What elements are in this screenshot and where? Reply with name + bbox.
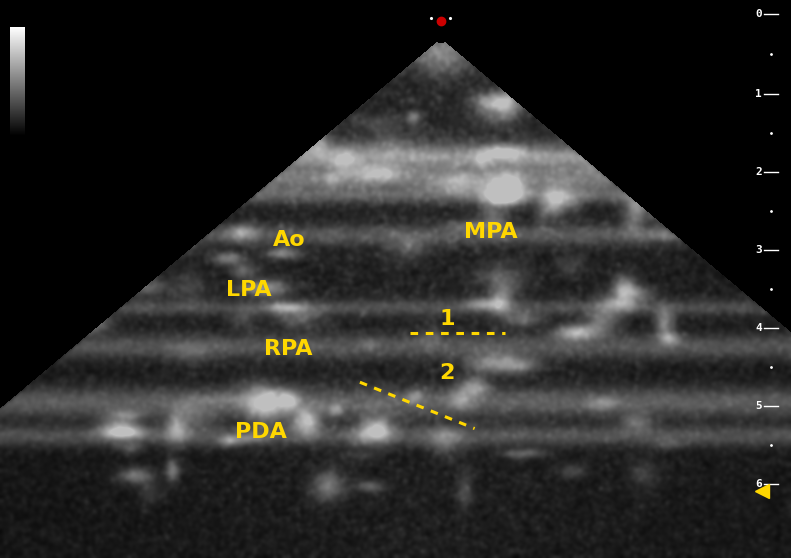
Text: 1: 1 bbox=[439, 309, 455, 329]
Text: 2: 2 bbox=[755, 167, 762, 177]
Text: PDA: PDA bbox=[235, 422, 287, 442]
Text: 6: 6 bbox=[755, 479, 762, 489]
Text: 4: 4 bbox=[755, 323, 762, 333]
Text: 3: 3 bbox=[755, 245, 762, 255]
Text: 1: 1 bbox=[755, 89, 762, 99]
Text: 5: 5 bbox=[755, 401, 762, 411]
Text: MPA: MPA bbox=[464, 222, 517, 242]
Text: 0: 0 bbox=[755, 9, 762, 19]
Text: RPA: RPA bbox=[264, 339, 313, 359]
Text: 2: 2 bbox=[439, 363, 455, 383]
Text: Ao: Ao bbox=[272, 230, 305, 250]
Text: LPA: LPA bbox=[226, 280, 272, 300]
